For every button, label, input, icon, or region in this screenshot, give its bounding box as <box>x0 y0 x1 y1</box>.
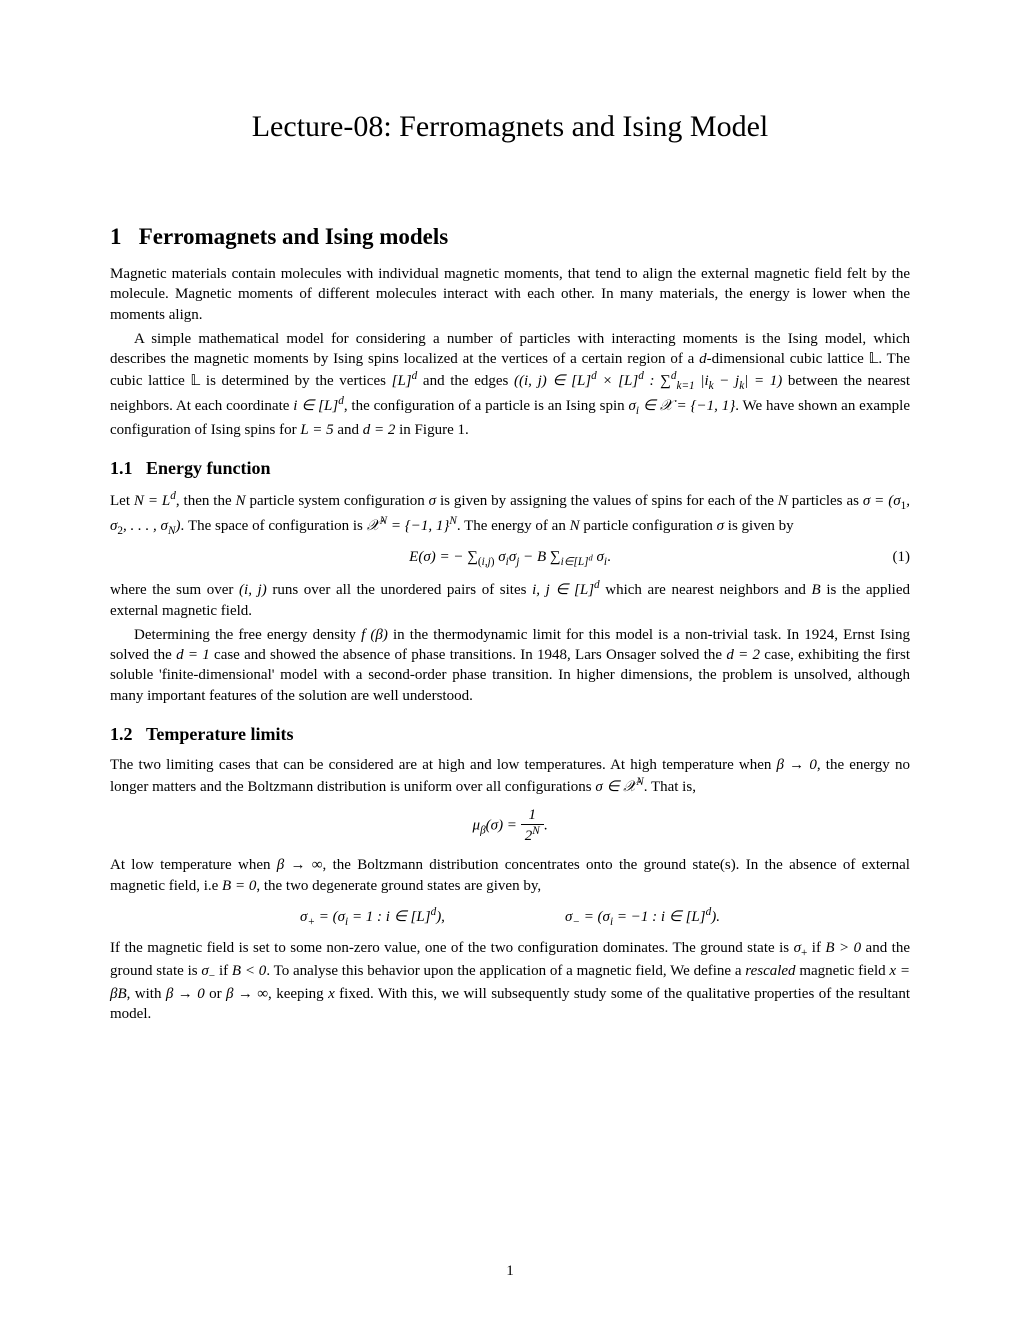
equation-mu: μβ(σ) = 12N. <box>110 807 910 845</box>
equation-ground-states: σ+ = (σi = 1 : i ∈ [L]d), σ− = (σi = −1 … <box>110 906 910 928</box>
subsection-num: 1.1 <box>110 458 133 478</box>
subsection-num: 1.2 <box>110 724 133 744</box>
page: Lecture-08: Ferromagnets and Ising Model… <box>0 0 1020 1320</box>
equation-number: (1) <box>893 549 911 566</box>
para-1-2-2: At low temperature when β → ∞, the Boltz… <box>110 855 910 896</box>
para-1-2: A simple mathematical model for consider… <box>110 329 910 440</box>
para-1-2-3: If the magnetic field is set to some non… <box>110 938 910 1025</box>
section-1-heading: 1 Ferromagnets and Ising models <box>110 224 910 250</box>
section-title: Ferromagnets and Ising models <box>139 224 448 249</box>
equation-1: E(σ) = − ∑(i,j) σiσj − B ∑i∈[L]d σi. (1) <box>110 549 910 568</box>
section-1-1-heading: 1.1 Energy function <box>110 458 910 479</box>
section-1-2-heading: 1.2 Temperature limits <box>110 724 910 745</box>
para-1-1-3: Determining the free energy density f (β… <box>110 625 910 706</box>
para-1-1-1: Let N = Ld, then the N particle system c… <box>110 489 910 539</box>
page-number: 1 <box>0 1263 1020 1280</box>
para-1-2-1: The two limiting cases that can be consi… <box>110 755 910 798</box>
section-num: 1 <box>110 224 122 249</box>
subsection-title: Temperature limits <box>146 724 293 744</box>
para-1-1-2: where the sum over (i, j) runs over all … <box>110 578 910 621</box>
subsection-title: Energy function <box>146 458 271 478</box>
lecture-title: Lecture-08: Ferromagnets and Ising Model <box>110 110 910 144</box>
para-1-1: Magnetic materials contain molecules wit… <box>110 264 910 325</box>
